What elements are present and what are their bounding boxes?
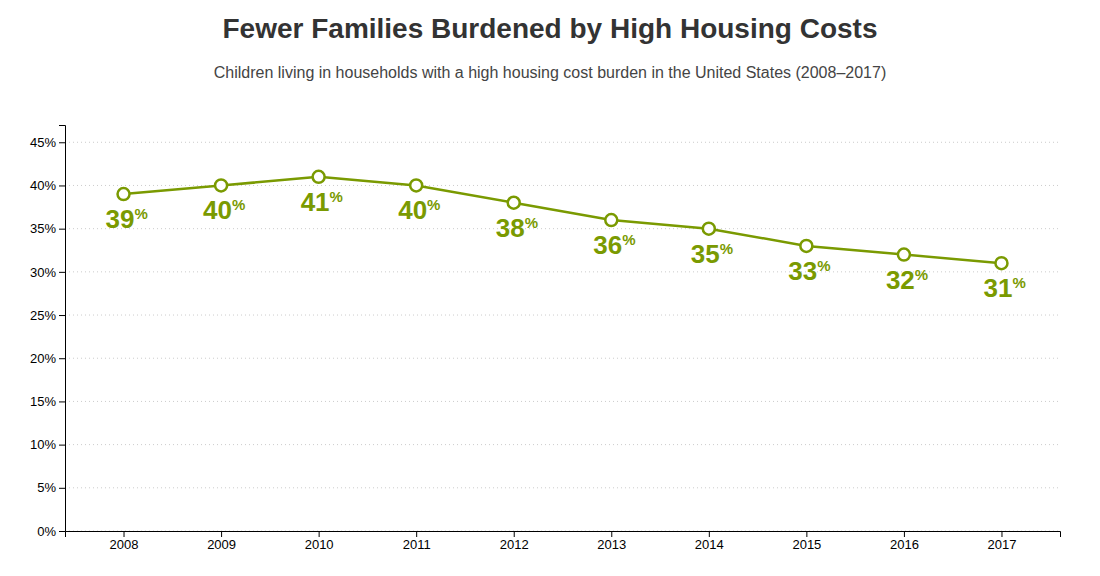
- point: [605, 214, 617, 226]
- grid-line: [65, 444, 1060, 445]
- x-tick-label: 2015: [792, 537, 821, 552]
- y-tick-label: 25%: [30, 308, 56, 323]
- point: [118, 188, 130, 200]
- data-label: 38%: [496, 213, 538, 243]
- grid: [65, 142, 1060, 531]
- y-tick-mark: [59, 445, 65, 446]
- x-tick-mark: [514, 531, 515, 537]
- data-label: 31%: [983, 273, 1025, 303]
- chart: Fewer Families Burdened by High Housing …: [0, 0, 1100, 576]
- y-tick: 30%: [30, 265, 65, 280]
- point: [313, 171, 325, 183]
- x-tick-label: 2016: [890, 537, 919, 552]
- x-tick-mark: [124, 531, 125, 537]
- y-tick-mark: [59, 272, 65, 273]
- point: [995, 257, 1007, 269]
- y-tick: 25%: [30, 308, 65, 323]
- x-tick-label: 2013: [597, 537, 626, 552]
- data-label: 33%: [788, 256, 830, 286]
- x-tick-mark: [1001, 531, 1002, 537]
- grid-line: [65, 487, 1060, 488]
- y-tick-label: 10%: [30, 437, 56, 452]
- x-tick-label: 2012: [500, 537, 529, 552]
- y-tick: 45%: [30, 135, 65, 150]
- x-tick-mark: [416, 531, 417, 537]
- x-tick-label: 2011: [403, 537, 431, 552]
- x-tick: 2009: [207, 531, 236, 552]
- x-axis-line: [66, 532, 1061, 538]
- y-tick: 20%: [30, 351, 65, 366]
- x-tick-mark: [806, 531, 807, 537]
- x-tick-mark: [221, 531, 222, 537]
- x-tick: 2010: [305, 531, 334, 552]
- y-tick-label: 30%: [30, 265, 56, 280]
- point: [215, 179, 227, 191]
- y-tick-label: 15%: [30, 394, 56, 409]
- point: [898, 249, 910, 261]
- y-tick-mark: [59, 142, 65, 143]
- data-label: 36%: [593, 230, 635, 260]
- data-label: 32%: [886, 265, 928, 295]
- x-tick: 2013: [597, 531, 626, 552]
- x-tick-label: 2008: [110, 537, 139, 552]
- x-tick: 2014: [695, 531, 724, 552]
- x-tick-label: 2017: [988, 537, 1017, 552]
- x-tick-label: 2010: [305, 537, 334, 552]
- y-axis-line: [59, 126, 66, 532]
- x-tick-label: 2009: [207, 537, 236, 552]
- title: Fewer Families Burdened by High Housing …: [223, 13, 878, 44]
- y-tick-label: 0%: [37, 524, 56, 539]
- y-tick-mark: [59, 401, 65, 402]
- marks: [118, 171, 1008, 269]
- y-tick: 15%: [30, 394, 65, 409]
- x-tick: 2008: [110, 531, 139, 552]
- y-tick: 35%: [30, 221, 65, 236]
- point: [703, 223, 715, 235]
- x-tick-mark: [904, 531, 905, 537]
- y-tick-label: 45%: [30, 135, 56, 150]
- x-tick: 2012: [500, 531, 529, 552]
- y-tick: 0%: [37, 524, 65, 539]
- data-label: 39%: [106, 204, 148, 234]
- x-tick: 2016: [890, 531, 919, 552]
- line: [124, 177, 1002, 263]
- x-tick-mark: [319, 531, 320, 537]
- y-tick-mark: [59, 229, 65, 230]
- x-tick-label: 2014: [695, 537, 724, 552]
- x-tick: 2011: [403, 531, 431, 552]
- y-tick-mark: [59, 488, 65, 489]
- data-labels: 39% 40% 41% 40% 38% 36% 35% 33% 32% 31%: [106, 187, 1026, 303]
- y-axis: 0% 5% 10% 15% 20% 25% 30% 35% 40% 45%: [30, 126, 66, 539]
- x-tick: 2015: [792, 531, 821, 552]
- grid-line: [65, 228, 1060, 229]
- y-tick-mark: [59, 531, 65, 532]
- x-tick: 2017: [988, 531, 1017, 552]
- data-label: 40%: [203, 195, 245, 225]
- y-tick-label: 35%: [30, 221, 56, 236]
- y-tick-label: 5%: [37, 480, 56, 495]
- y-tick-mark: [59, 358, 65, 359]
- grid-line: [65, 401, 1060, 402]
- point: [508, 197, 520, 209]
- grid-line: [65, 315, 1060, 316]
- y-tick: 5%: [37, 480, 65, 495]
- plot-area: 2008 2009 2010 2011 2012 2013 2014 2015 2016 2017…: [30, 126, 1061, 553]
- y-tick-label: 20%: [30, 351, 56, 366]
- data-label: 41%: [301, 187, 343, 217]
- point: [800, 240, 812, 252]
- data-label: 35%: [691, 239, 733, 269]
- y-tick: 40%: [30, 178, 65, 193]
- data-label: 40%: [398, 195, 440, 225]
- y-tick: 10%: [30, 437, 65, 452]
- y-tick-label: 40%: [30, 178, 56, 193]
- point: [410, 179, 422, 191]
- grid-line: [65, 358, 1060, 359]
- x-tick-mark: [709, 531, 710, 537]
- y-tick-mark: [59, 185, 65, 186]
- x-axis: 2008 2009 2010 2011 2012 2013 2014 2015 2016 2017: [66, 531, 1061, 552]
- grid-line: [65, 142, 1060, 143]
- y-tick-mark: [59, 315, 65, 316]
- x-tick-mark: [611, 531, 612, 537]
- subtitle: Children living in households with a hig…: [214, 64, 886, 81]
